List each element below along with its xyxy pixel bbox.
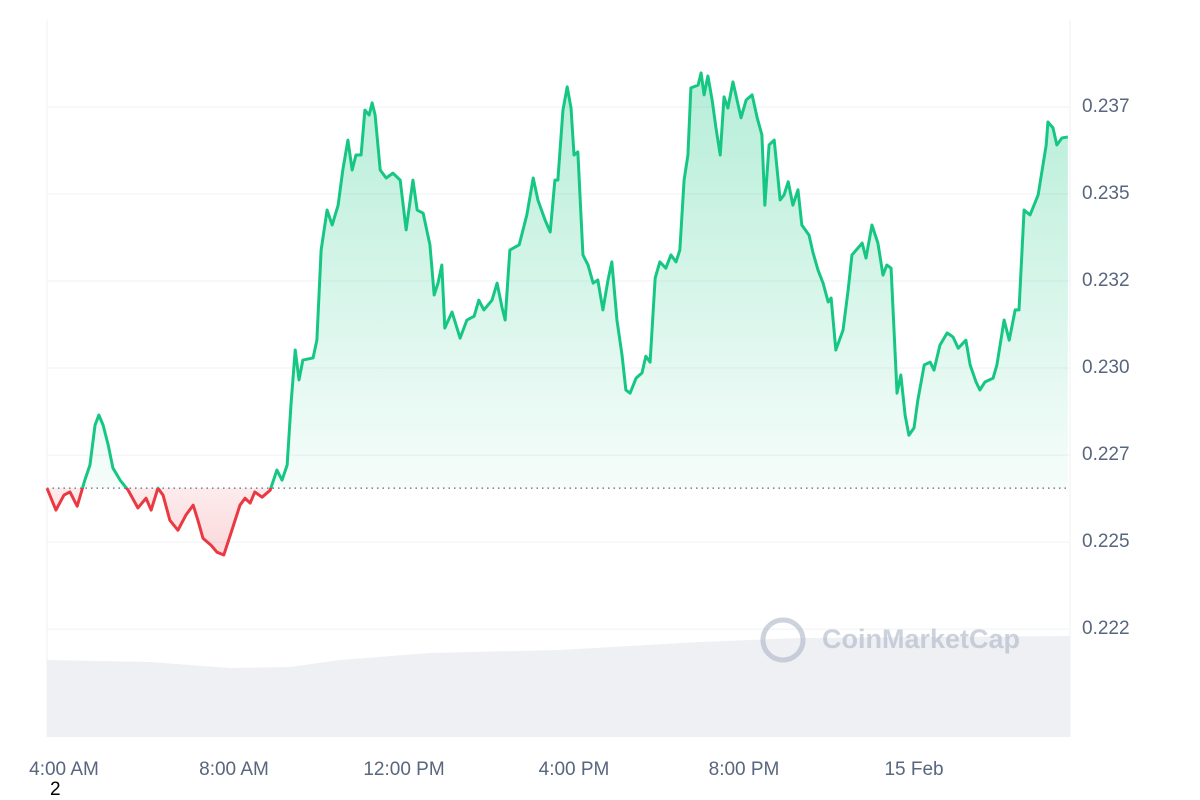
y-tick-label: 0.222 xyxy=(1082,618,1130,639)
y-tick-label: 0.230 xyxy=(1082,357,1130,378)
watermark-text: CoinMarketCap xyxy=(822,624,1020,654)
y-tick-label: 0.235 xyxy=(1082,183,1130,204)
volume-area xyxy=(47,636,1070,737)
price-area xyxy=(47,72,1068,555)
watermark-logo xyxy=(760,617,806,663)
x-tick-label: 15 Feb xyxy=(884,759,943,780)
corner-note: 2 xyxy=(50,779,61,800)
x-tick-label: 4:00 PM xyxy=(539,759,610,780)
x-tick-label: 8:00 AM xyxy=(199,759,269,780)
x-tick-label: 4:00 AM xyxy=(29,759,99,780)
x-tick-label: 8:00 PM xyxy=(709,759,780,780)
y-tick-label: 0.227 xyxy=(1082,444,1130,465)
y-tick-label: 0.237 xyxy=(1082,96,1130,117)
price-line xyxy=(45,71,1069,557)
y-tick-label: 0.232 xyxy=(1082,270,1130,291)
watermark: CoinMarketCap xyxy=(760,617,1020,663)
y-tick-label: 0.225 xyxy=(1082,531,1130,552)
x-tick-label: 12:00 PM xyxy=(363,759,444,780)
